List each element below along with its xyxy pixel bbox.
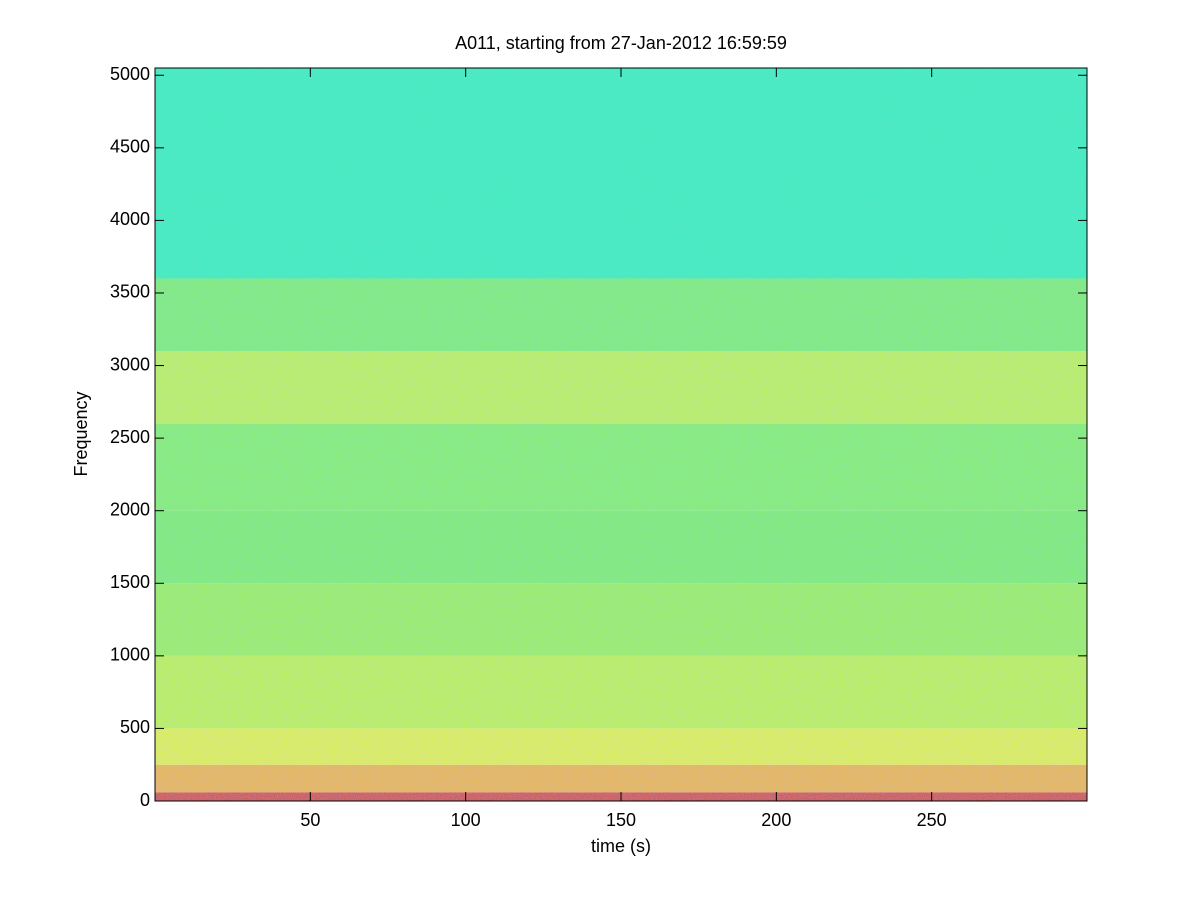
frequency-band <box>155 583 1087 656</box>
frequency-band <box>155 764 1087 793</box>
x-tick-label: 150 <box>606 810 636 830</box>
y-tick-label: 1500 <box>110 572 150 592</box>
frequency-band <box>155 423 1087 511</box>
y-tick-label: 5000 <box>110 64 150 84</box>
x-tick-label: 200 <box>761 810 791 830</box>
y-tick-label: 500 <box>120 717 150 737</box>
y-tick-label: 0 <box>140 790 150 810</box>
y-tick-label: 3500 <box>110 282 150 302</box>
y-tick-label: 2000 <box>110 499 150 519</box>
y-tick-label: 4500 <box>110 137 150 157</box>
chart-title: A011, starting from 27-Jan-2012 16:59:59 <box>455 33 787 53</box>
x-axis-label: time (s) <box>591 836 651 856</box>
frequency-band <box>155 351 1087 424</box>
frequency-band <box>155 728 1087 765</box>
frequency-band <box>155 68 1087 279</box>
y-tick-label: 1000 <box>110 645 150 665</box>
frequency-band <box>155 510 1087 584</box>
frequency-band <box>155 278 1087 352</box>
frequency-band <box>155 655 1087 729</box>
y-tick-label: 3000 <box>110 354 150 374</box>
x-tick-label: 100 <box>451 810 481 830</box>
y-tick-label: 4000 <box>110 209 150 229</box>
y-tick-label: 2500 <box>110 427 150 447</box>
spectrogram <box>155 68 1087 801</box>
x-tick-label: 250 <box>917 810 947 830</box>
x-tick-label: 50 <box>300 810 320 830</box>
y-axis-label: Frequency <box>71 391 91 476</box>
